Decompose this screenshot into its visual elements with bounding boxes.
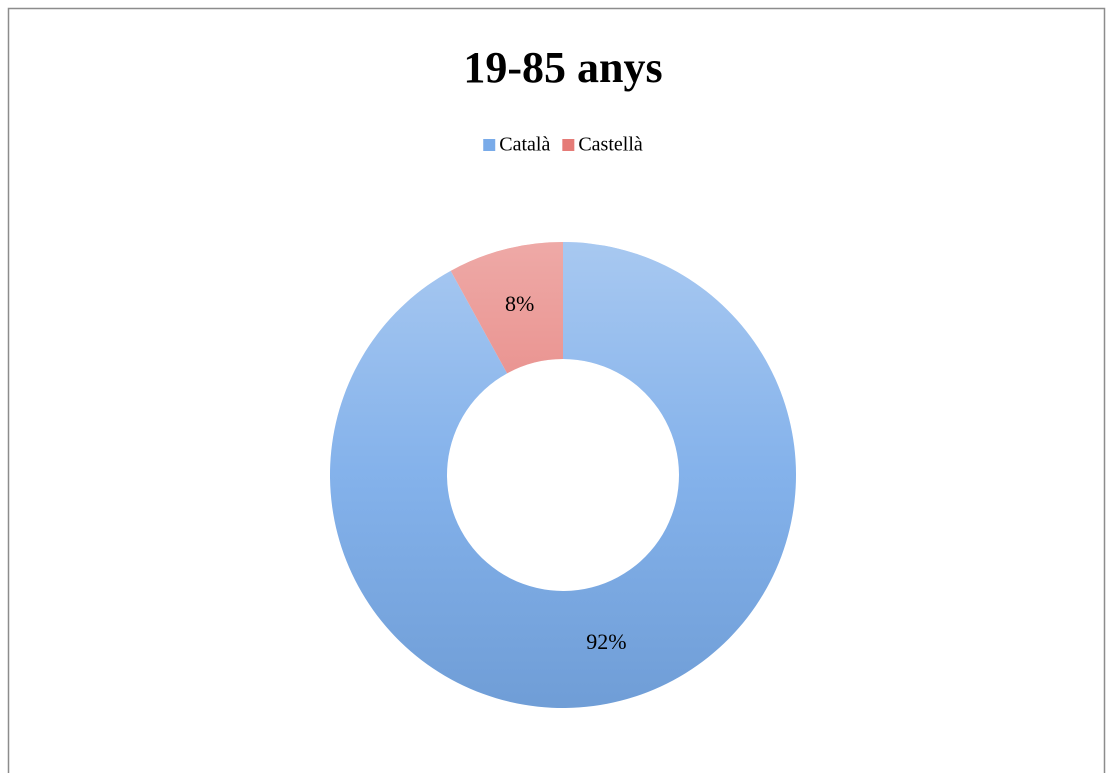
legend-label: Castellà — [578, 134, 643, 156]
chart-title: 19-85 anys — [463, 43, 662, 92]
legend-label: Català — [499, 134, 550, 156]
data-label: 8% — [505, 291, 534, 316]
legend-swatch — [562, 139, 575, 151]
data-label: 92% — [586, 629, 626, 654]
legend-swatch — [483, 139, 496, 151]
legend: Català Castellà — [483, 134, 643, 156]
